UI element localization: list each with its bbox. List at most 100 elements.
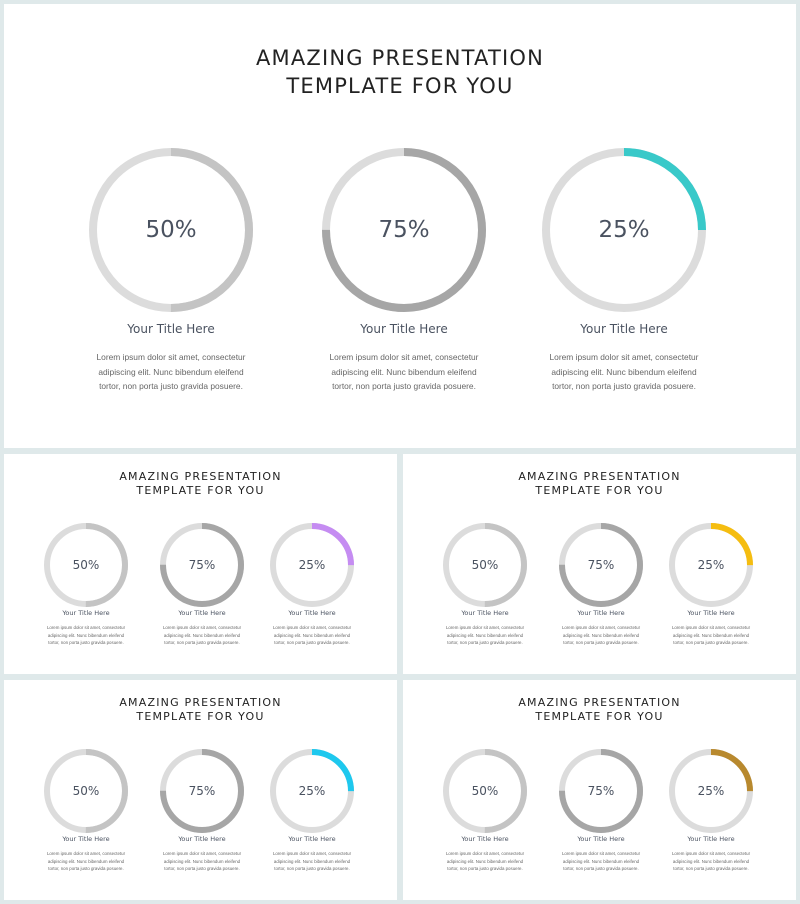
- item-description-line: adipiscing elit. Nunc bibendum eleifend: [47, 632, 125, 638]
- item-description: Lorem ipsum dolor sit amet, consectetur a…: [289, 350, 519, 394]
- progress-ring-fill: [89, 148, 253, 312]
- progress-ring: 75%: [160, 749, 244, 833]
- slide-title-line1: AMAZING PRESENTATION: [255, 46, 545, 70]
- progress-percent-label: 75%: [189, 558, 216, 572]
- progress-ring: 75%: [559, 523, 643, 607]
- progress-item: 25%: [509, 144, 739, 316]
- slide-title-line2: TEMPLATE FOR YOU: [535, 484, 664, 497]
- item-title: Your Title Here: [580, 322, 668, 336]
- progress-percent-label: 75%: [588, 558, 615, 572]
- slide-title: AMAZING PRESENTATION TEMPLATE FOR YOU: [4, 696, 397, 724]
- progress-ring-fill: [322, 148, 486, 312]
- progress-ring: 75%: [559, 749, 643, 833]
- slide-title: AMAZING PRESENTATION TEMPLATE FOR YOU: [4, 44, 796, 100]
- slide-title-line2: TEMPLATE FOR YOU: [535, 710, 664, 723]
- item-description-line: adipiscing elit. Nunc bibendum eleifend: [446, 858, 524, 864]
- slide-title-line2: TEMPLATE FOR YOU: [286, 74, 514, 98]
- progress-item: 50%: [430, 520, 540, 610]
- slide-title-line2: TEMPLATE FOR YOU: [136, 484, 265, 497]
- item-description-line: adipiscing elit. Nunc bibendum eleifend: [98, 366, 244, 377]
- item-description-line: adipiscing elit. Nunc bibendum eleifend: [672, 858, 750, 864]
- progress-percent-label: 50%: [73, 558, 100, 572]
- progress-ring-fill: [542, 148, 706, 312]
- item-description-line: tortor, non porta justo gravida posuere.: [274, 866, 350, 872]
- item-title: Your Title Here: [687, 835, 735, 843]
- item-description: Lorem ipsum dolor sit amet, consectetur a…: [257, 850, 367, 873]
- progress-ring-fill: [443, 523, 527, 607]
- item-description-line: Lorem ipsum dolor sit amet, consectetur: [445, 625, 525, 630]
- slide-title-line1: AMAZING PRESENTATION: [518, 696, 681, 709]
- item-description: Lorem ipsum dolor sit amet, consectetur a…: [430, 624, 540, 647]
- progress-percent-label: 75%: [378, 217, 429, 243]
- progress-percent-label: 25%: [299, 558, 326, 572]
- slide-main: AMAZING PRESENTATION TEMPLATE FOR YOU 50…: [4, 4, 796, 448]
- item-description: Lorem ipsum dolor sit amet, consectetur a…: [31, 850, 141, 873]
- item-description: Lorem ipsum dolor sit amet, consectetur a…: [509, 350, 739, 394]
- progress-item: 50%: [56, 144, 286, 316]
- progress-item: 25%: [656, 746, 766, 836]
- item-description-line: Lorem ipsum dolor sit amet, consectetur: [671, 851, 751, 856]
- progress-percent-label: 50%: [472, 558, 499, 572]
- slide-title-line1: AMAZING PRESENTATION: [119, 696, 282, 709]
- progress-percent-label: 50%: [73, 784, 100, 798]
- item-description-line: Lorem ipsum dolor sit amet, consectetur: [561, 625, 641, 630]
- progress-ring-fill: [270, 523, 354, 607]
- item-description-line: tortor, non porta justo gravida posuere.: [332, 381, 476, 392]
- progress-item: 50%: [31, 746, 141, 836]
- progress-ring-fill: [443, 749, 527, 833]
- progress-ring: 25%: [669, 523, 753, 607]
- progress-ring: 25%: [669, 749, 753, 833]
- item-title: Your Title Here: [178, 609, 226, 617]
- slide-title: AMAZING PRESENTATION TEMPLATE FOR YOU: [403, 470, 796, 498]
- item-description-line: tortor, non porta justo gravida posuere.: [563, 866, 639, 872]
- progress-ring: 75%: [160, 523, 244, 607]
- progress-item: 25%: [257, 520, 367, 610]
- progress-ring: 25%: [542, 148, 706, 312]
- item-description-line: tortor, non porta justo gravida posuere.: [164, 866, 240, 872]
- item-description-line: adipiscing elit. Nunc bibendum eleifend: [672, 632, 750, 638]
- item-description-line: tortor, non porta justo gravida posuere.: [673, 640, 749, 646]
- item-description-line: Lorem ipsum dolor sit amet, consectetur: [549, 352, 699, 362]
- progress-percent-label: 25%: [299, 784, 326, 798]
- item-description-line: tortor, non porta justo gravida posuere.: [48, 866, 124, 872]
- progress-item: 75%: [546, 746, 656, 836]
- item-description-line: adipiscing elit. Nunc bibendum eleifend: [331, 366, 477, 377]
- item-title: Your Title Here: [577, 609, 625, 617]
- item-description-line: Lorem ipsum dolor sit amet, consectetur: [272, 625, 352, 630]
- progress-item: 75%: [147, 520, 257, 610]
- slide-title-line1: AMAZING PRESENTATION: [119, 470, 282, 483]
- progress-percent-label: 75%: [588, 784, 615, 798]
- progress-item: 25%: [257, 746, 367, 836]
- item-description-line: adipiscing elit. Nunc bibendum eleifend: [47, 858, 125, 864]
- item-title: Your Title Here: [127, 322, 215, 336]
- item-description-line: adipiscing elit. Nunc bibendum eleifend: [562, 632, 640, 638]
- slide-gold: AMAZING PRESENTATION TEMPLATE FOR YOU 50…: [403, 680, 796, 900]
- item-description-line: adipiscing elit. Nunc bibendum eleifend: [163, 632, 241, 638]
- item-title: Your Title Here: [62, 835, 110, 843]
- item-title: Your Title Here: [288, 835, 336, 843]
- slide-title-line1: AMAZING PRESENTATION: [518, 470, 681, 483]
- item-description: Lorem ipsum dolor sit amet, consectetur a…: [147, 624, 257, 647]
- item-description: Lorem ipsum dolor sit amet, consectetur a…: [430, 850, 540, 873]
- item-title: Your Title Here: [360, 322, 448, 336]
- item-description: Lorem ipsum dolor sit amet, consectetur a…: [546, 850, 656, 873]
- item-description-line: Lorem ipsum dolor sit amet, consectetur: [162, 625, 242, 630]
- item-description-line: adipiscing elit. Nunc bibendum eleifend: [273, 858, 351, 864]
- progress-percent-label: 25%: [698, 784, 725, 798]
- progress-ring-fill: [669, 749, 753, 833]
- progress-ring: 25%: [270, 749, 354, 833]
- item-description: Lorem ipsum dolor sit amet, consectetur a…: [31, 624, 141, 647]
- item-title: Your Title Here: [461, 609, 509, 617]
- progress-item: 75%: [147, 746, 257, 836]
- progress-item: 25%: [656, 520, 766, 610]
- item-description-line: tortor, non porta justo gravida posuere.: [447, 866, 523, 872]
- item-description-line: Lorem ipsum dolor sit amet, consectetur: [561, 851, 641, 856]
- progress-ring-fill: [559, 749, 643, 833]
- item-description-line: adipiscing elit. Nunc bibendum eleifend: [446, 632, 524, 638]
- item-description-line: adipiscing elit. Nunc bibendum eleifend: [551, 366, 697, 377]
- item-description: Lorem ipsum dolor sit amet, consectetur a…: [147, 850, 257, 873]
- item-description-line: Lorem ipsum dolor sit amet, consectetur: [162, 851, 242, 856]
- item-description-line: Lorem ipsum dolor sit amet, consectetur: [272, 851, 352, 856]
- item-description-line: Lorem ipsum dolor sit amet, consectetur: [46, 851, 126, 856]
- item-title: Your Title Here: [288, 609, 336, 617]
